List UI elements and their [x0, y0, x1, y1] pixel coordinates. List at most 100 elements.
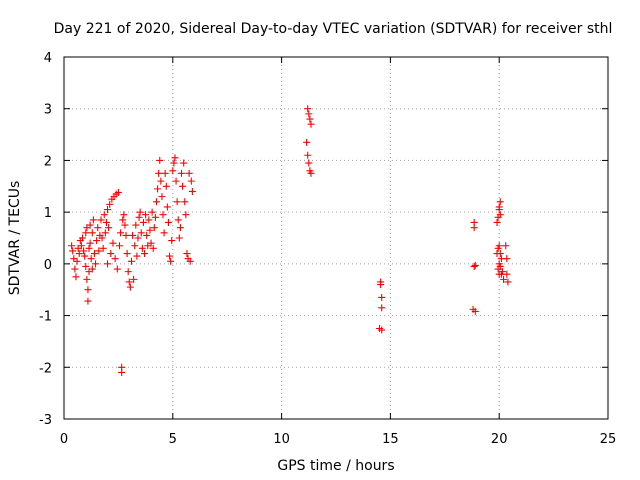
data-point [90, 250, 98, 258]
data-point [78, 234, 86, 242]
x-axis-label: GPS time / hours [277, 458, 394, 474]
data-point [121, 221, 129, 229]
data-point [98, 234, 106, 242]
data-point [148, 208, 156, 216]
data-point [502, 242, 510, 250]
data-point [162, 182, 170, 190]
data-point [378, 304, 386, 312]
data-point [77, 242, 85, 250]
data-point [82, 262, 90, 270]
data-point [181, 198, 189, 206]
y-tick-label: 2 [44, 154, 52, 169]
y-axis-label: SDTVAR / TECUs [7, 181, 23, 296]
data-point [119, 216, 127, 224]
data-point [470, 262, 478, 270]
data-point [500, 275, 508, 283]
data-point [176, 224, 184, 232]
data-point [175, 234, 183, 242]
data-point [155, 169, 163, 177]
data-point [94, 224, 102, 232]
data-point [86, 239, 94, 247]
data-point [84, 297, 92, 305]
data-point [137, 229, 145, 237]
data-point [307, 169, 315, 177]
data-point [186, 257, 194, 265]
data-point [88, 265, 96, 273]
data-point [104, 260, 112, 268]
data-point [146, 226, 154, 234]
data-point [114, 188, 122, 196]
data-point [170, 159, 178, 167]
data-point [156, 156, 164, 164]
data-point [118, 368, 126, 376]
data-point [130, 275, 138, 283]
x-tick-label: 20 [491, 432, 508, 447]
y-tick-label: -1 [39, 310, 52, 325]
y-tick-label: 4 [44, 51, 52, 66]
data-point [504, 278, 512, 286]
grid [64, 57, 608, 419]
x-tick-labels: 0 5 10 15 20 25 [60, 432, 616, 447]
data-point [132, 221, 140, 229]
data-point [307, 120, 315, 128]
data-point [136, 208, 144, 216]
chart-title: Day 221 of 2020, Sidereal Day-to-day VTE… [54, 21, 613, 37]
data-point [185, 169, 193, 177]
data-point [171, 154, 179, 162]
data-point [126, 283, 134, 291]
y-tick-label: 0 [44, 258, 52, 273]
plot-frame [63, 56, 609, 420]
data-point [304, 151, 312, 159]
data-point [158, 193, 166, 201]
x-tick-label: 10 [273, 432, 290, 447]
y-tick-label: -3 [39, 413, 52, 428]
data-point [180, 159, 188, 167]
data-point [117, 229, 125, 237]
data-point [87, 255, 95, 263]
data-point [169, 167, 177, 175]
data-point [178, 169, 186, 177]
data-point [138, 244, 146, 252]
y-tick-label: 3 [44, 103, 52, 118]
data-point [495, 203, 503, 211]
data-point [115, 242, 123, 250]
data-point [127, 257, 135, 265]
data-point [168, 237, 176, 245]
data-point [172, 177, 180, 185]
data-point [305, 110, 313, 118]
data-point [85, 244, 93, 252]
data-point [157, 177, 165, 185]
data-point [73, 257, 81, 265]
data-point [160, 229, 168, 237]
data-point [149, 244, 157, 252]
data-point [134, 234, 142, 242]
x-tick-label: 0 [60, 432, 68, 447]
data-point [378, 293, 386, 301]
data-point [471, 307, 479, 315]
data-point [163, 203, 171, 211]
axis-ticks [63, 56, 609, 420]
data-point [97, 216, 105, 224]
data-point [303, 138, 311, 146]
data-point [122, 231, 130, 239]
data-point [174, 216, 182, 224]
data-point [111, 255, 119, 263]
data-point [86, 221, 94, 229]
data-point [80, 247, 88, 255]
x-tick-label: 5 [169, 432, 177, 447]
data-point [106, 200, 114, 208]
data-point [161, 169, 169, 177]
y-tick-label: 1 [44, 206, 52, 221]
data-point [104, 206, 112, 214]
data-point [182, 211, 190, 219]
data-point [123, 250, 131, 258]
data-point [503, 270, 511, 278]
data-point [498, 268, 506, 276]
data-point [131, 242, 139, 250]
data-point [304, 105, 312, 113]
data-point [496, 250, 504, 258]
x-tick-label: 25 [600, 432, 617, 447]
data-point [470, 224, 478, 232]
data-point [75, 250, 83, 258]
